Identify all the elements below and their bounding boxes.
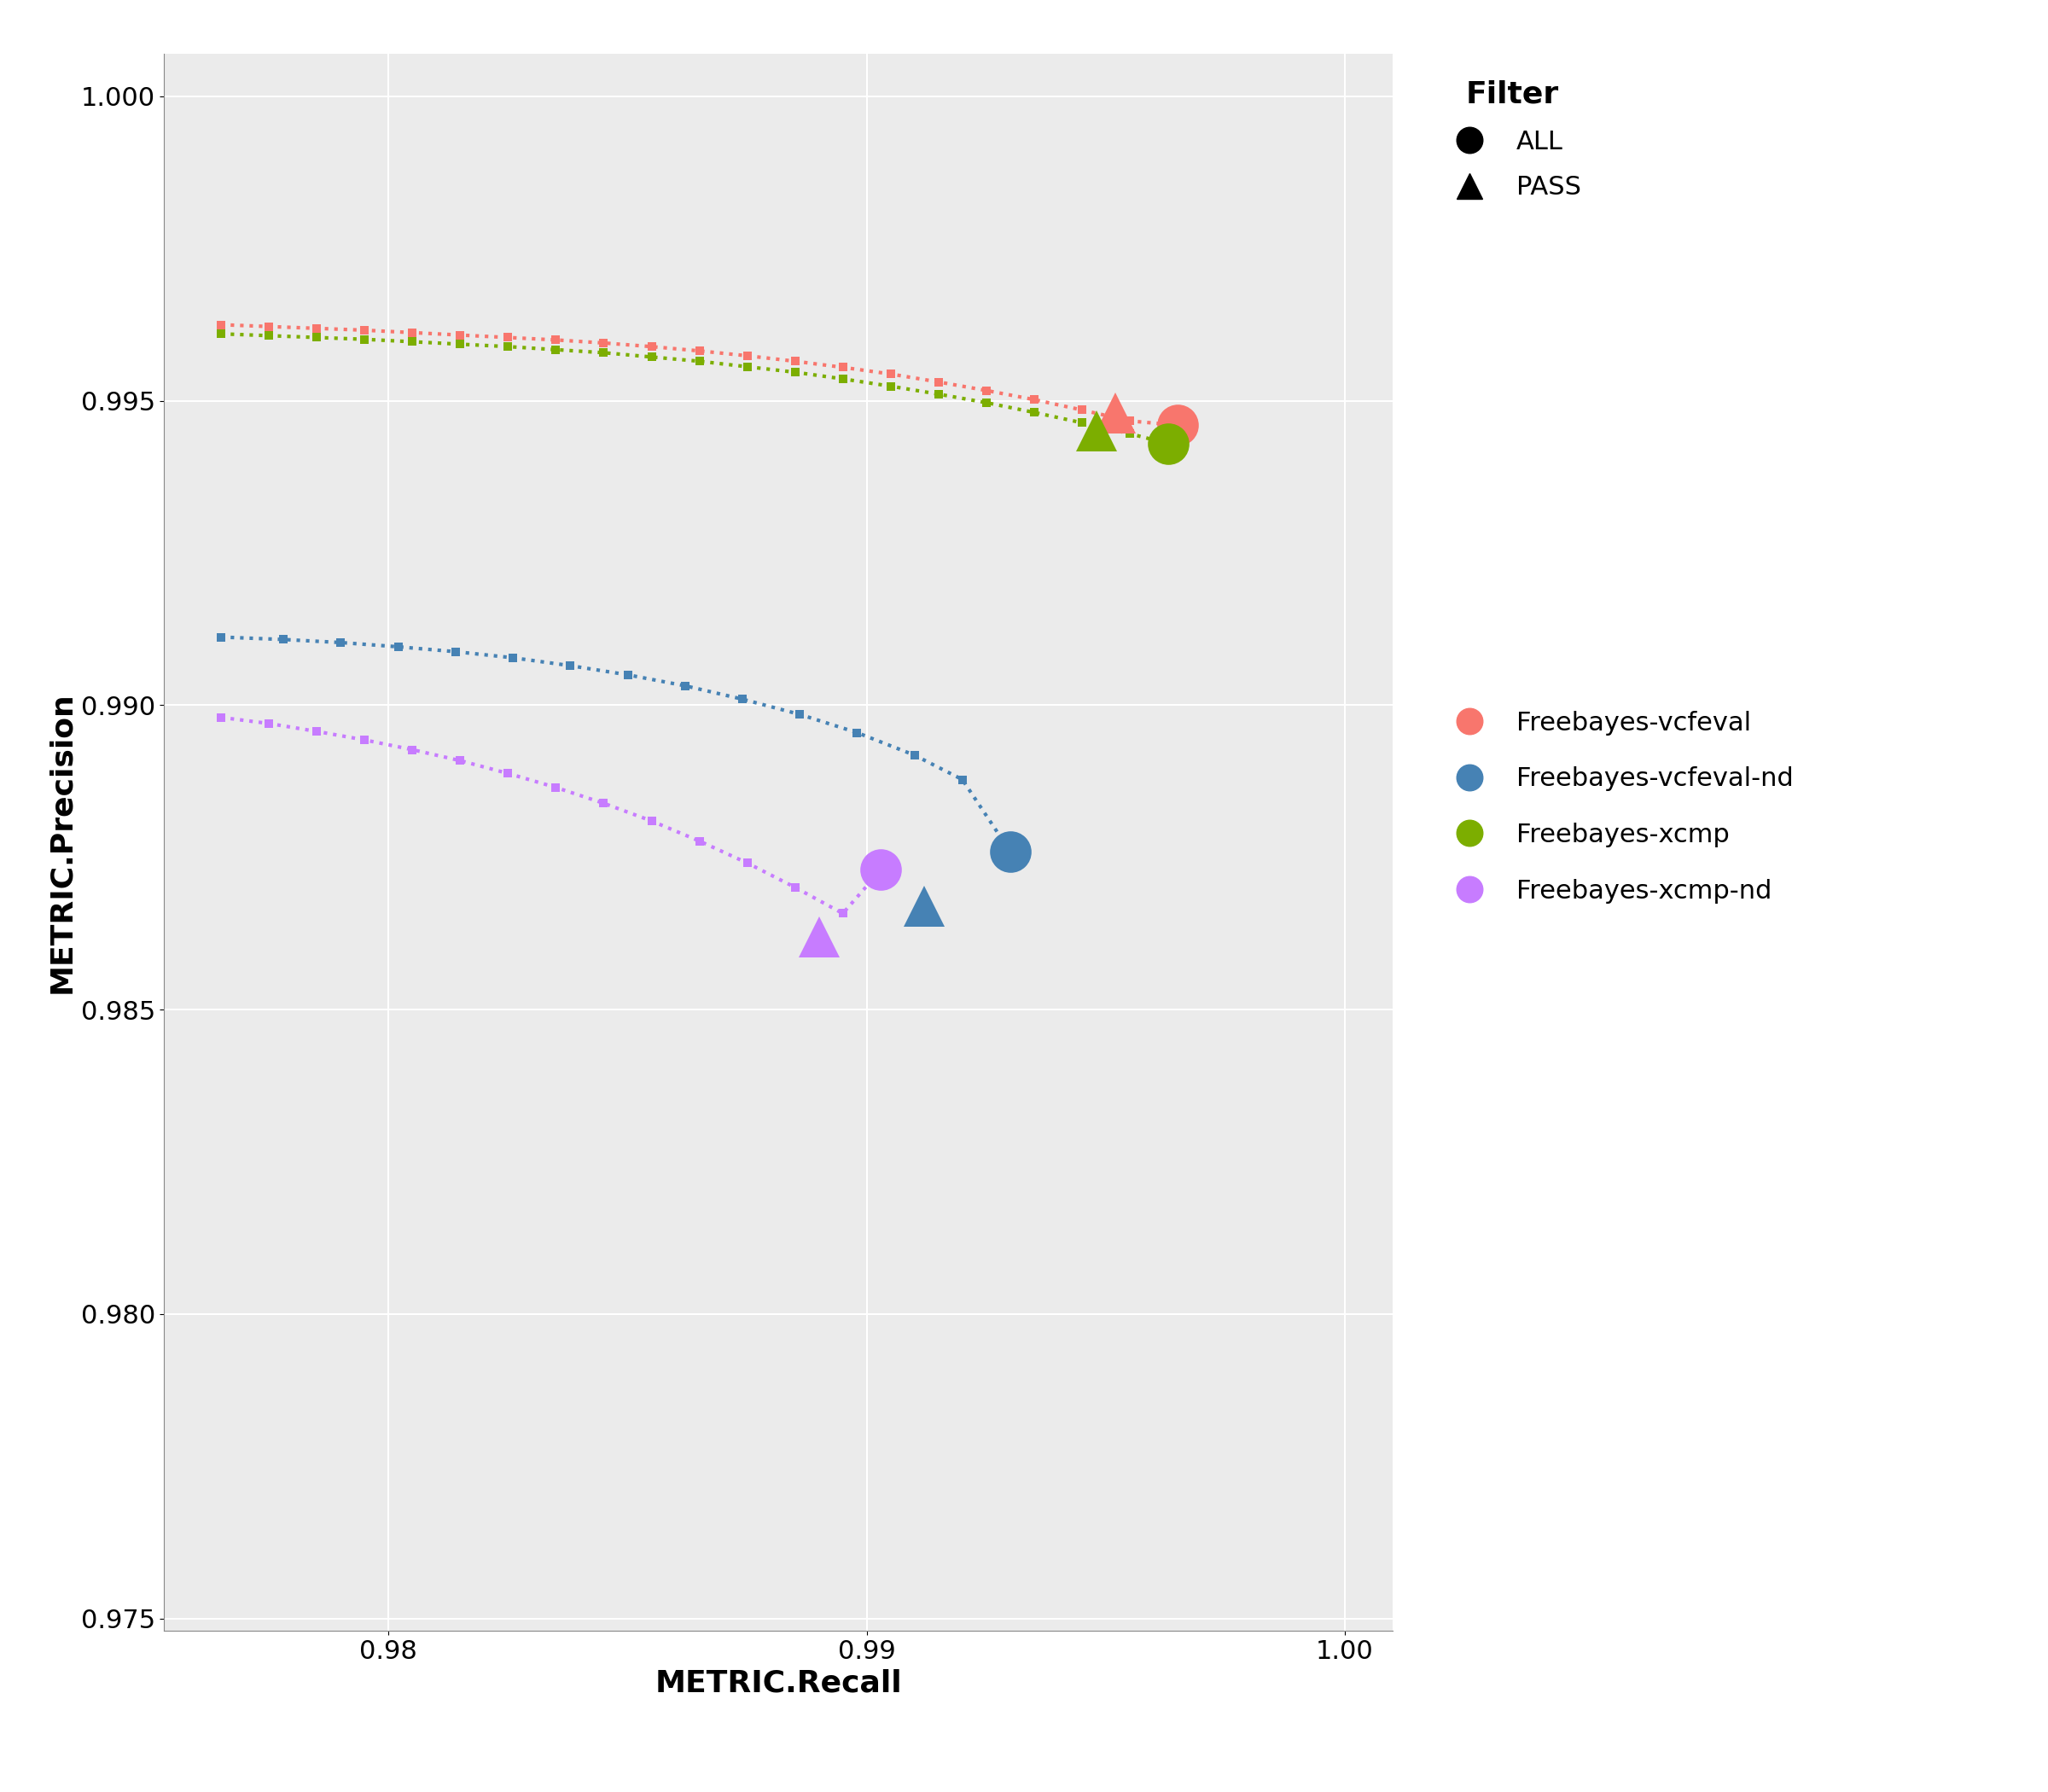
Legend: Freebayes-vcfeval, Freebayes-vcfeval-nd, Freebayes-xcmp, Freebayes-xcmp-nd: Freebayes-vcfeval, Freebayes-vcfeval-nd,… xyxy=(1430,697,1806,916)
X-axis label: METRIC.Recall: METRIC.Recall xyxy=(655,1668,901,1697)
Y-axis label: METRIC.Precision: METRIC.Precision xyxy=(47,692,76,993)
